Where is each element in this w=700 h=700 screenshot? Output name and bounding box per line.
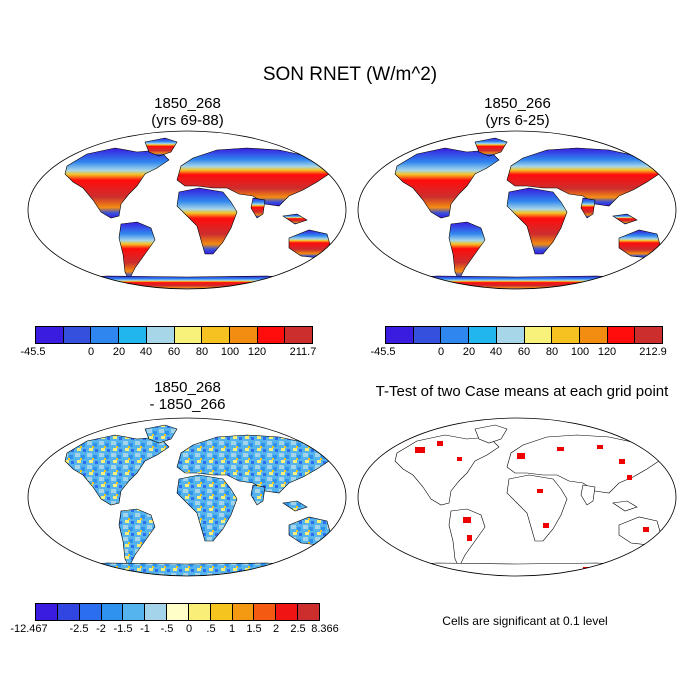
colorbar-max-label: 8.366 [311,623,339,635]
colorbar-min-label: -12.467 [10,623,48,635]
colorbar-swatch [57,604,80,620]
figure-title: SON RNET (W/m^2) [262,64,438,85]
colorbar-top-right [385,326,663,344]
significance-note: Cells are significant at 0.1 level [442,614,608,628]
colorbar-swatch [202,327,230,343]
colorbar-swatch [298,604,319,620]
colorbar-tick: 40 [139,346,153,358]
colorbar-swatch [145,604,168,620]
colorbar-swatch [210,604,233,620]
panel-title-top-right: 1850_266 (yrs 6-25) [484,95,551,129]
colorbar-bottom-left [35,603,320,621]
colorbar-tick: 20 [462,346,476,358]
colorbar-swatch [36,327,64,343]
colorbar-tick: 0 [437,346,445,358]
colorbar-swatch [524,327,553,343]
colorbar-tick: 1.5 [246,623,262,635]
colorbar-tick: 100 [220,346,240,358]
colorbar-tick: -1.5 [113,623,133,635]
colorbar-swatch [413,327,442,343]
colorbar-swatch [119,327,147,343]
colorbar-min-label: -45.5 [370,346,396,358]
colorbar-swatch [552,327,580,343]
colorbar-tick: 120 [247,346,267,358]
colorbar-tick: -1 [140,623,150,635]
colorbar-swatch [79,604,102,620]
colorbar-swatch [174,327,203,343]
colorbar-swatch [441,327,470,343]
colorbar-tick: 0 [185,623,193,635]
colorbar-tick: -2 [96,623,106,635]
colorbar-tick: 40 [489,346,503,358]
colorbar-tick: 120 [597,346,617,358]
colorbar-bottom-left-ticks: -12.467 -2.5 -2 -1.5 -1 -.5 0 .5 1 1.5 2… [10,623,338,637]
colorbar-max-label: 211.7 [289,346,317,358]
colorbar-swatch [146,327,175,343]
panel-title-bottom-right: T-Test of two Case means at each grid po… [375,383,669,400]
colorbar-swatch [285,327,313,343]
colorbar-min-label: -45.5 [20,346,46,358]
colorbar-top-left [35,326,313,344]
colorbar-max-label: 212.9 [639,346,667,358]
colorbar-tick: -.5 [160,623,174,635]
colorbar-swatch [232,604,255,620]
colorbar-tick: 1 [228,623,236,635]
colorbar-tick: 80 [195,346,209,358]
colorbar-tick: 2 [272,623,280,635]
panel-title-top-left: 1850_268 (yrs 69-88) [151,95,224,129]
map-bottom-right [357,417,677,577]
colorbar-swatch [276,604,299,620]
colorbar-swatch [36,604,58,620]
colorbar-swatch [469,327,497,343]
colorbar-swatch [188,604,211,620]
colorbar-swatch [63,327,92,343]
colorbar-tick: 20 [112,346,126,358]
colorbar-swatch [635,327,663,343]
colorbar-tick: 100 [570,346,590,358]
colorbar-tick: 80 [545,346,559,358]
colorbar-swatch [386,327,414,343]
colorbar-swatch [229,327,258,343]
map-bottom-left [27,417,347,577]
colorbar-swatch [167,604,189,620]
map-top-left [27,130,347,290]
map-top-right [357,130,677,290]
colorbar-swatch [496,327,525,343]
colorbar-tick: 2.5 [290,623,306,635]
colorbar-tick: 0 [87,346,95,358]
colorbar-swatch [607,327,636,343]
colorbar-swatch [579,327,608,343]
colorbar-swatch [123,604,146,620]
colorbar-tick: 60 [517,346,531,358]
colorbar-tick: -2.5 [69,623,89,635]
colorbar-swatch [257,327,286,343]
colorbar-top-left-ticks: -45.5 0 20 40 60 80 100 120 211.7 [20,346,316,360]
colorbar-top-right-ticks: -45.5 0 20 40 60 80 100 120 212.9 [370,346,666,360]
colorbar-swatch [101,604,124,620]
colorbar-swatch [254,604,277,620]
colorbar-swatch [91,327,120,343]
colorbar-tick: .5 [206,623,216,635]
colorbar-tick: 60 [167,346,181,358]
panel-title-bottom-left: 1850_268 - 1850_266 [149,379,226,413]
